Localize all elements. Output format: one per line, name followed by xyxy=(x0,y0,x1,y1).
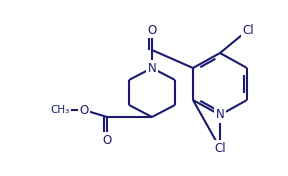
Text: O: O xyxy=(147,24,157,36)
Text: Cl: Cl xyxy=(242,24,254,36)
Text: N: N xyxy=(216,108,224,121)
Text: N: N xyxy=(148,61,156,74)
Text: Cl: Cl xyxy=(214,142,226,155)
Text: O: O xyxy=(79,103,89,117)
Text: CH₃: CH₃ xyxy=(50,105,70,115)
Text: O: O xyxy=(102,134,112,146)
